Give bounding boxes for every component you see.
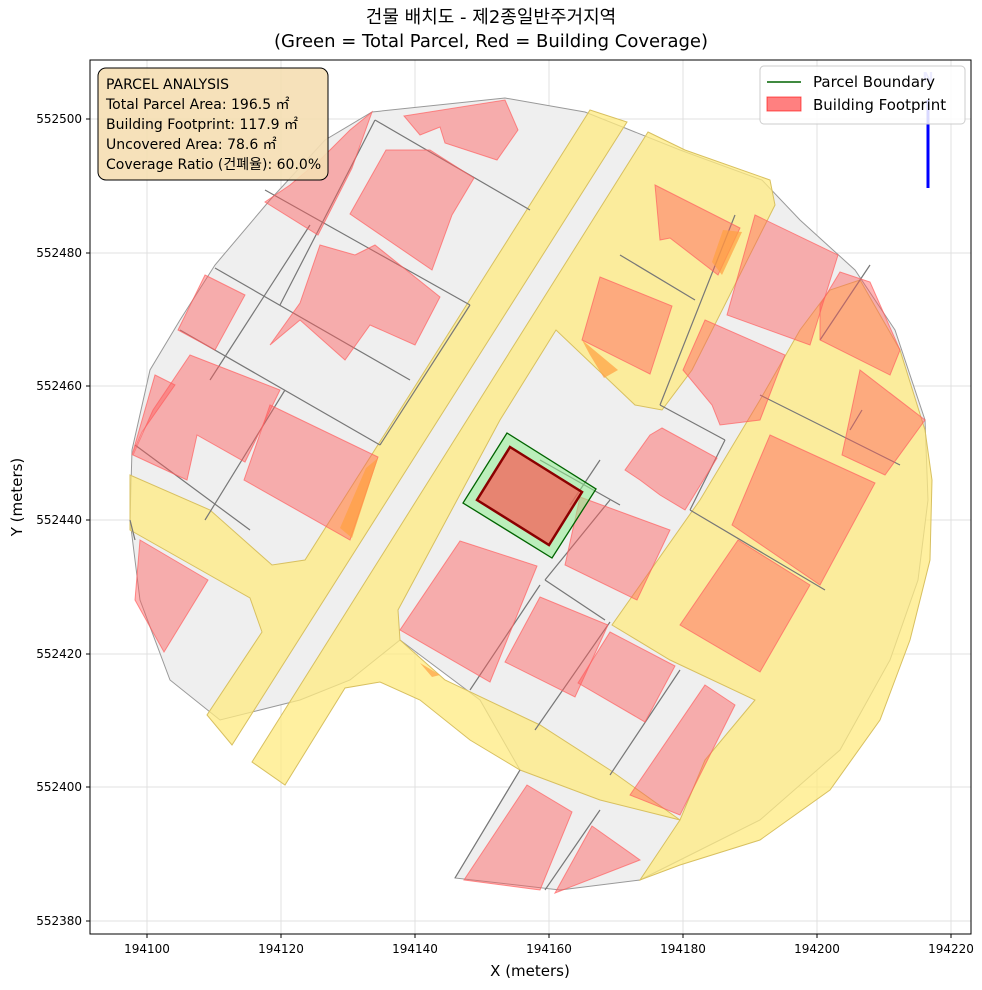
parcel-analysis-box: PARCEL ANALYSIS Total Parcel Area: 196.5… <box>97 67 329 181</box>
legend-building-swatch <box>766 96 802 112</box>
x-tick-label: 194120 <box>258 942 304 956</box>
roads <box>129 109 933 882</box>
x-tick-label: 194220 <box>928 942 974 956</box>
x-tick-label: 194180 <box>660 942 706 956</box>
axis-ticks <box>86 118 952 938</box>
x-tick-label: 194200 <box>794 942 840 956</box>
y-tick-label: 552380 <box>36 914 82 928</box>
neighbor-buildings <box>131 99 926 894</box>
overlap-patches <box>340 230 742 677</box>
y-tick-label: 552420 <box>36 647 82 661</box>
x-tick-label: 194160 <box>526 942 572 956</box>
y-tick-labels: 552380 552400 552420 552440 552460 55248… <box>36 112 82 928</box>
x-axis-label: X (meters) <box>490 962 570 980</box>
y-axis-label: Y (meters) <box>8 458 26 538</box>
y-tick-label: 552500 <box>36 112 82 126</box>
legend: Parcel Boundary Building Footprint <box>759 65 966 125</box>
y-tick-label: 552400 <box>36 780 82 794</box>
info-footprint: Building Footprint: 117.9 ㎡ <box>106 117 298 133</box>
map-title-line1: 건물 배치도 - 제2종일반주거지역 <box>365 7 617 28</box>
legend-parcel-label: Parcel Boundary <box>813 73 935 91</box>
info-uncovered: Uncovered Area: 78.6 ㎡ <box>106 137 277 153</box>
map-title: 건물 배치도 - 제2종일반주거지역 (Green = Total Parcel… <box>0 6 982 54</box>
legend-building-label: Building Footprint <box>813 96 946 114</box>
x-tick-label: 194100 <box>124 942 170 956</box>
axes-frame <box>89 59 972 935</box>
x-tick-labels: 194100 194120 194140 194160 194180 19420… <box>124 942 974 956</box>
y-tick-label: 552480 <box>36 246 82 260</box>
info-total-area: Total Parcel Area: 196.5 ㎡ <box>105 97 290 113</box>
y-tick-label: 552440 <box>36 513 82 527</box>
subject-building <box>475 445 584 547</box>
y-tick-label: 552460 <box>36 379 82 393</box>
map-title-line2: (Green = Total Parcel, Red = Building Co… <box>273 31 709 52</box>
info-heading: PARCEL ANALYSIS <box>106 77 229 93</box>
info-coverage: Coverage Ratio (건폐율): 60.0% <box>106 157 321 173</box>
x-tick-label: 194140 <box>392 942 438 956</box>
